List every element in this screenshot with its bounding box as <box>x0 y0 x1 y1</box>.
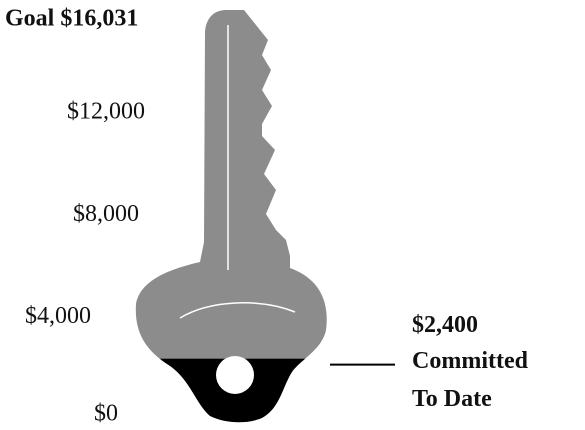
annotation: Committed <box>412 348 529 374</box>
key-gauge <box>136 10 327 422</box>
y-tick-label: $0 <box>94 401 118 427</box>
y-tick-label: $8,000 <box>73 201 139 227</box>
y-tick-label: $12,000 <box>67 99 145 125</box>
y-tick-label: $4,000 <box>25 303 91 329</box>
goal-label: Goal $16,031 <box>5 6 138 32</box>
annotation: To Date <box>412 386 492 412</box>
chart: $2,400 Committed To Date $0 $4,000 $8,000 $12,… <box>0 0 585 430</box>
value-label: $2,400 <box>412 312 478 338</box>
